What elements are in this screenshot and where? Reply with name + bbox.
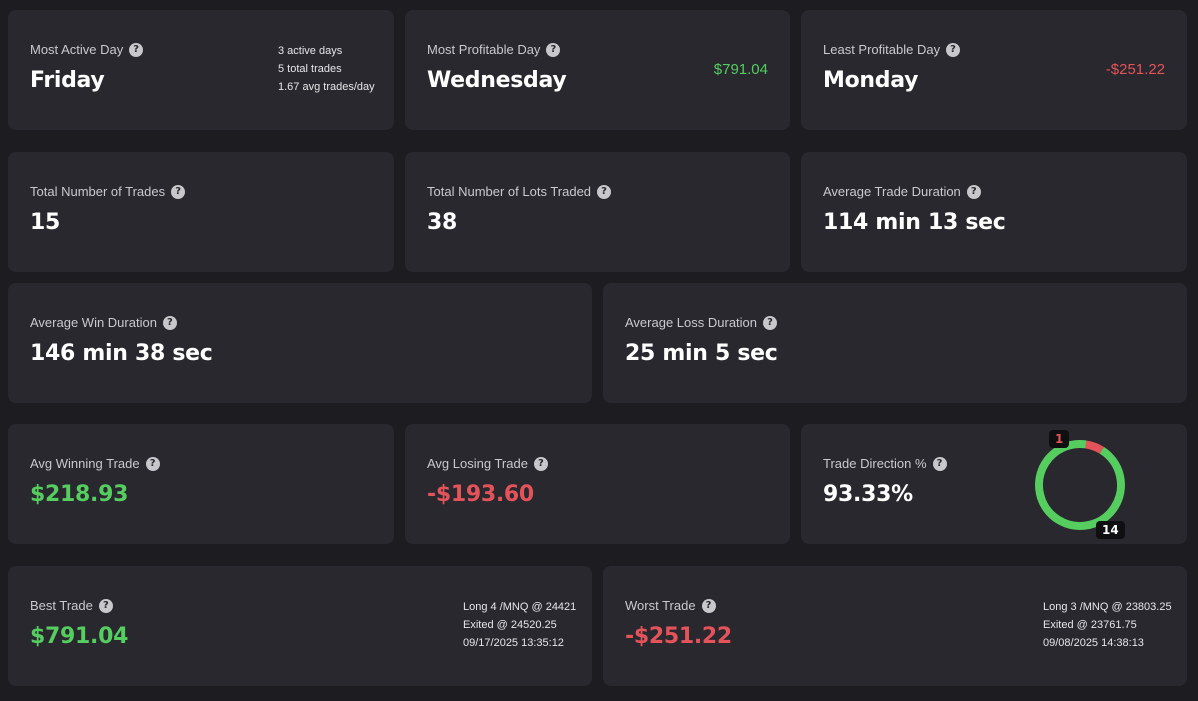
avg-win-duration-label-text: Average Win Duration (30, 315, 157, 330)
help-icon[interactable]: ? (98, 598, 113, 613)
worst-trade-timestamp: 09/08/2025 14:38:13 (1043, 637, 1144, 649)
avg-trades-per-day: 1.67 avg trades/day (278, 81, 375, 93)
avg-winning-trade-value: $218.93 (30, 482, 129, 507)
avg-losing-trade-label-text: Avg Losing Trade (427, 456, 528, 471)
avg-loss-duration-label: Average Loss Duration ? (625, 315, 778, 330)
total-lots-value: 38 (427, 210, 458, 235)
avg-win-duration-label: Average Win Duration ? (30, 315, 177, 330)
avg-loss-duration-card: Average Loss Duration ? 25 min 5 sec (603, 283, 1187, 403)
least-profitable-day-label-text: Least Profitable Day (823, 42, 941, 57)
worst-trade-label: Worst Trade ? (625, 598, 716, 613)
help-icon[interactable]: ? (966, 184, 981, 199)
trade-direction-value: 93.33% (823, 482, 913, 507)
most-active-day-card: Most Active Day ? Friday 3 active days 5… (8, 10, 394, 130)
help-icon[interactable]: ? (546, 42, 561, 57)
most-active-day-label: Most Active Day ? (30, 42, 144, 57)
avg-winning-trade-card: Avg Winning Trade ? $218.93 (8, 424, 394, 544)
best-trade-exit: Exited @ 24520.25 (463, 619, 557, 631)
least-profitable-day-card: Least Profitable Day ? Monday -$251.22 (801, 10, 1187, 130)
help-icon[interactable]: ? (145, 456, 160, 471)
total-lots-card: Total Number of Lots Traded ? 38 (405, 152, 790, 272)
long-count-badge: 14 (1096, 521, 1125, 539)
avg-trade-duration-label-text: Average Trade Duration (823, 184, 961, 199)
trade-direction-label-text: Trade Direction % (823, 456, 927, 471)
avg-trade-duration-value: 114 min 13 sec (823, 210, 1006, 235)
help-icon[interactable]: ? (597, 184, 612, 199)
worst-trade-label-text: Worst Trade (625, 598, 696, 613)
worst-trade-details: Long 3 /MNQ @ 23803.25 Exited @ 23761.75… (1043, 598, 1172, 652)
avg-win-duration-value: 146 min 38 sec (30, 341, 213, 366)
short-count-badge: 1 (1049, 430, 1070, 448)
worst-trade-entry: Long 3 /MNQ @ 23803.25 (1043, 601, 1172, 613)
most-active-day-label-text: Most Active Day (30, 42, 124, 57)
most-active-day-details: 3 active days 5 total trades 1.67 avg tr… (278, 42, 375, 96)
help-icon[interactable]: ? (171, 184, 186, 199)
best-trade-card: Best Trade ? $791.04 Long 4 /MNQ @ 24421… (8, 566, 592, 686)
most-profitable-day-card: Most Profitable Day ? Wednesday $791.04 (405, 10, 790, 130)
best-trade-label-text: Best Trade (30, 598, 93, 613)
help-icon[interactable]: ? (533, 456, 548, 471)
avg-losing-trade-value: -$193.60 (427, 482, 534, 507)
worst-trade-value: -$251.22 (625, 624, 732, 649)
total-trades-value: 15 (30, 210, 61, 235)
avg-trade-duration-label: Average Trade Duration ? (823, 184, 981, 199)
total-trades-label: Total Number of Trades ? (30, 184, 186, 199)
donut-short-segment[interactable] (1034, 439, 1127, 532)
trade-direction-donut[interactable] (1025, 430, 1135, 540)
least-profitable-day-amount: -$251.22 (1105, 61, 1165, 78)
avg-losing-trade-label: Avg Losing Trade ? (427, 456, 548, 471)
trade-direction-card: Trade Direction % ? 93.33% 1 14 (801, 424, 1187, 544)
avg-trade-duration-card: Average Trade Duration ? 114 min 13 sec (801, 152, 1187, 272)
most-profitable-day-amount: $791.04 (713, 61, 768, 78)
avg-win-duration-card: Average Win Duration ? 146 min 38 sec (8, 283, 592, 403)
best-trade-details: Long 4 /MNQ @ 24421 Exited @ 24520.25 09… (463, 598, 576, 652)
help-icon[interactable]: ? (946, 42, 961, 57)
least-profitable-day-label: Least Profitable Day ? (823, 42, 961, 57)
active-days-count: 3 active days (278, 45, 343, 57)
help-icon[interactable]: ? (701, 598, 716, 613)
help-icon[interactable]: ? (129, 42, 144, 57)
best-trade-timestamp: 09/17/2025 13:35:12 (463, 637, 564, 649)
best-trade-entry: Long 4 /MNQ @ 24421 (463, 601, 577, 613)
worst-trade-card: Worst Trade ? -$251.22 Long 3 /MNQ @ 238… (603, 566, 1187, 686)
worst-trade-exit: Exited @ 23761.75 (1043, 619, 1137, 631)
avg-winning-trade-label-text: Avg Winning Trade (30, 456, 140, 471)
total-trades-card: Total Number of Trades ? 15 (8, 152, 394, 272)
avg-loss-duration-label-text: Average Loss Duration (625, 315, 758, 330)
help-icon[interactable]: ? (763, 315, 778, 330)
most-profitable-day-label-text: Most Profitable Day (427, 42, 541, 57)
avg-loss-duration-value: 25 min 5 sec (625, 341, 778, 366)
most-profitable-day-label: Most Profitable Day ? (427, 42, 561, 57)
total-lots-label: Total Number of Lots Traded ? (427, 184, 612, 199)
total-trades-count: 5 total trades (278, 63, 342, 75)
best-trade-value: $791.04 (30, 624, 129, 649)
total-trades-label-text: Total Number of Trades (30, 184, 166, 199)
help-icon[interactable]: ? (932, 456, 947, 471)
trade-direction-label: Trade Direction % ? (823, 456, 947, 471)
total-lots-label-text: Total Number of Lots Traded (427, 184, 592, 199)
help-icon[interactable]: ? (162, 315, 177, 330)
most-profitable-day-value: Wednesday (427, 68, 567, 93)
most-active-day-value: Friday (30, 68, 105, 93)
avg-winning-trade-label: Avg Winning Trade ? (30, 456, 160, 471)
least-profitable-day-value: Monday (823, 68, 919, 93)
best-trade-label: Best Trade ? (30, 598, 113, 613)
avg-losing-trade-card: Avg Losing Trade ? -$193.60 (405, 424, 790, 544)
